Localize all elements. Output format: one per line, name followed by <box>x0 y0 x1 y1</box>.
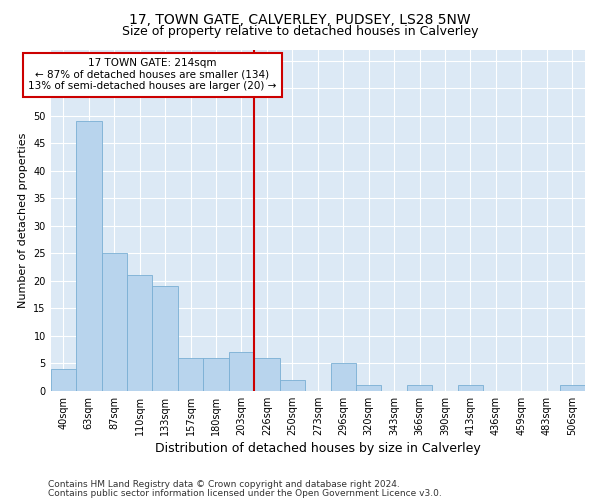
Text: Contains HM Land Registry data © Crown copyright and database right 2024.: Contains HM Land Registry data © Crown c… <box>48 480 400 489</box>
Bar <box>152 286 178 391</box>
Bar <box>356 386 382 391</box>
Bar <box>229 352 254 391</box>
Bar <box>560 386 585 391</box>
Bar <box>101 254 127 391</box>
Text: 17, TOWN GATE, CALVERLEY, PUDSEY, LS28 5NW: 17, TOWN GATE, CALVERLEY, PUDSEY, LS28 5… <box>129 12 471 26</box>
Bar <box>458 386 483 391</box>
Text: Contains public sector information licensed under the Open Government Licence v3: Contains public sector information licen… <box>48 488 442 498</box>
Bar <box>203 358 229 391</box>
Bar <box>127 276 152 391</box>
Y-axis label: Number of detached properties: Number of detached properties <box>17 132 28 308</box>
Bar <box>280 380 305 391</box>
Bar <box>50 369 76 391</box>
Bar <box>254 358 280 391</box>
Bar <box>407 386 433 391</box>
Bar <box>178 358 203 391</box>
Text: Size of property relative to detached houses in Calverley: Size of property relative to detached ho… <box>122 25 478 38</box>
Bar <box>76 122 101 391</box>
Text: 17 TOWN GATE: 214sqm
← 87% of detached houses are smaller (134)
13% of semi-deta: 17 TOWN GATE: 214sqm ← 87% of detached h… <box>28 58 277 92</box>
X-axis label: Distribution of detached houses by size in Calverley: Distribution of detached houses by size … <box>155 442 481 455</box>
Bar <box>331 364 356 391</box>
